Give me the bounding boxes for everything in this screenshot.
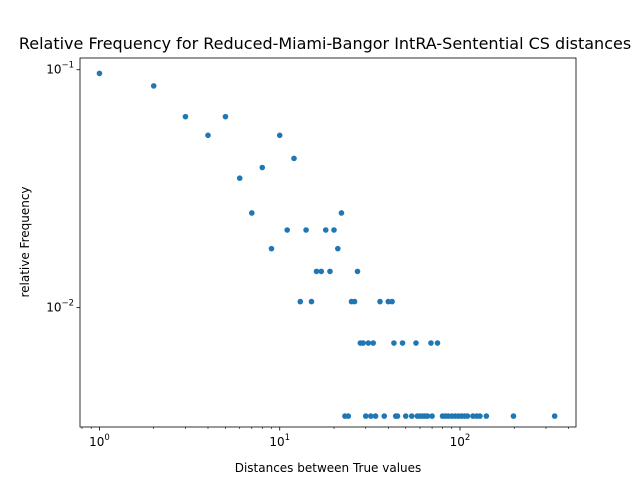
data-point — [370, 340, 377, 346]
data-point — [362, 413, 369, 419]
data-point — [394, 413, 401, 419]
data-point — [259, 164, 266, 171]
y-tick-label: 10−1 — [46, 61, 74, 77]
data-point — [351, 298, 358, 305]
data-point — [424, 413, 431, 419]
data-point — [284, 227, 290, 233]
data-points — [96, 70, 558, 419]
data-point — [483, 413, 490, 419]
data-point — [335, 245, 341, 252]
data-point — [470, 413, 476, 419]
data-point — [331, 227, 337, 233]
data-point — [291, 155, 297, 162]
data-point — [391, 340, 397, 346]
data-point — [402, 413, 409, 419]
y-tick-label: 10−2 — [46, 299, 74, 315]
data-point — [399, 340, 406, 346]
y-axis-label: relative Frequency — [18, 186, 32, 297]
data-point — [313, 268, 320, 275]
data-point — [182, 113, 189, 120]
data-point — [434, 340, 441, 346]
chart-title: Relative Frequency for Reduced-Miami-Ban… — [19, 34, 631, 53]
data-point — [308, 298, 315, 305]
data-point — [464, 413, 471, 419]
data-point — [477, 413, 483, 419]
data-point — [510, 413, 517, 419]
data-point — [413, 340, 419, 346]
data-point — [268, 245, 275, 252]
data-point — [389, 298, 395, 305]
data-point — [428, 340, 434, 346]
data-point — [429, 413, 435, 419]
data-point — [322, 227, 329, 233]
x-tick-label: 101 — [269, 433, 290, 449]
x-axis-label: Distances between True values — [235, 461, 422, 475]
x-tick-label: 100 — [89, 433, 110, 449]
data-point — [297, 298, 304, 305]
data-point — [367, 413, 374, 419]
data-point — [222, 113, 229, 120]
data-point — [365, 340, 372, 346]
data-point — [372, 413, 379, 419]
data-point — [377, 298, 383, 305]
data-point — [381, 413, 388, 419]
data-point — [360, 340, 366, 346]
data-point — [205, 132, 211, 139]
data-point — [338, 210, 345, 216]
data-point — [345, 413, 352, 419]
data-point — [150, 83, 157, 89]
y-axis-ticks: 10−2 10−1 — [46, 61, 80, 315]
data-point — [354, 268, 361, 275]
data-point — [318, 268, 325, 275]
x-tick-label: 102 — [450, 433, 471, 449]
data-point — [303, 227, 309, 233]
plot-frame — [79, 57, 577, 428]
x-axis-ticks: 100 101 102 — [81, 427, 569, 449]
data-point — [249, 210, 255, 216]
data-point — [551, 413, 558, 419]
data-point — [236, 175, 243, 181]
data-point — [327, 268, 333, 275]
data-point — [408, 413, 415, 419]
data-point — [96, 70, 103, 77]
data-point — [276, 132, 283, 139]
